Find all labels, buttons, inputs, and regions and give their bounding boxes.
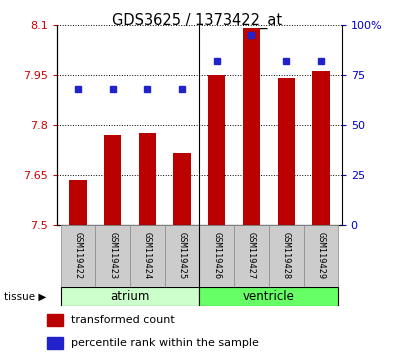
Text: GDS3625 / 1373422_at: GDS3625 / 1373422_at [113, 12, 282, 29]
Bar [61, 287, 199, 306]
Bar [199, 225, 234, 287]
Bar [208, 75, 226, 225]
Text: GSM119423: GSM119423 [108, 232, 117, 279]
Bar [303, 225, 338, 287]
Bar [243, 28, 260, 225]
Text: tissue ▶: tissue ▶ [4, 292, 46, 302]
Text: GSM119426: GSM119426 [213, 232, 221, 279]
Text: GSM119424: GSM119424 [143, 232, 152, 279]
Text: GSM119425: GSM119425 [178, 232, 186, 279]
Bar [173, 153, 191, 225]
Bar [47, 314, 63, 326]
Text: GSM119427: GSM119427 [247, 232, 256, 279]
Text: percentile rank within the sample: percentile rank within the sample [71, 338, 259, 348]
Text: GSM119429: GSM119429 [316, 232, 325, 279]
Bar [312, 72, 329, 225]
Bar [96, 225, 130, 287]
Bar [139, 133, 156, 225]
Text: ventricle: ventricle [243, 290, 295, 303]
Bar [130, 225, 165, 287]
Text: atrium: atrium [111, 290, 150, 303]
Bar [70, 180, 87, 225]
Bar [199, 287, 338, 306]
Bar [47, 337, 63, 349]
Bar [61, 225, 96, 287]
Bar [269, 225, 303, 287]
Bar [278, 78, 295, 225]
Bar [165, 225, 199, 287]
Text: GSM119422: GSM119422 [73, 232, 83, 279]
Bar [234, 225, 269, 287]
Text: transformed count: transformed count [71, 315, 175, 325]
Text: GSM119428: GSM119428 [282, 232, 291, 279]
Bar [104, 135, 121, 225]
